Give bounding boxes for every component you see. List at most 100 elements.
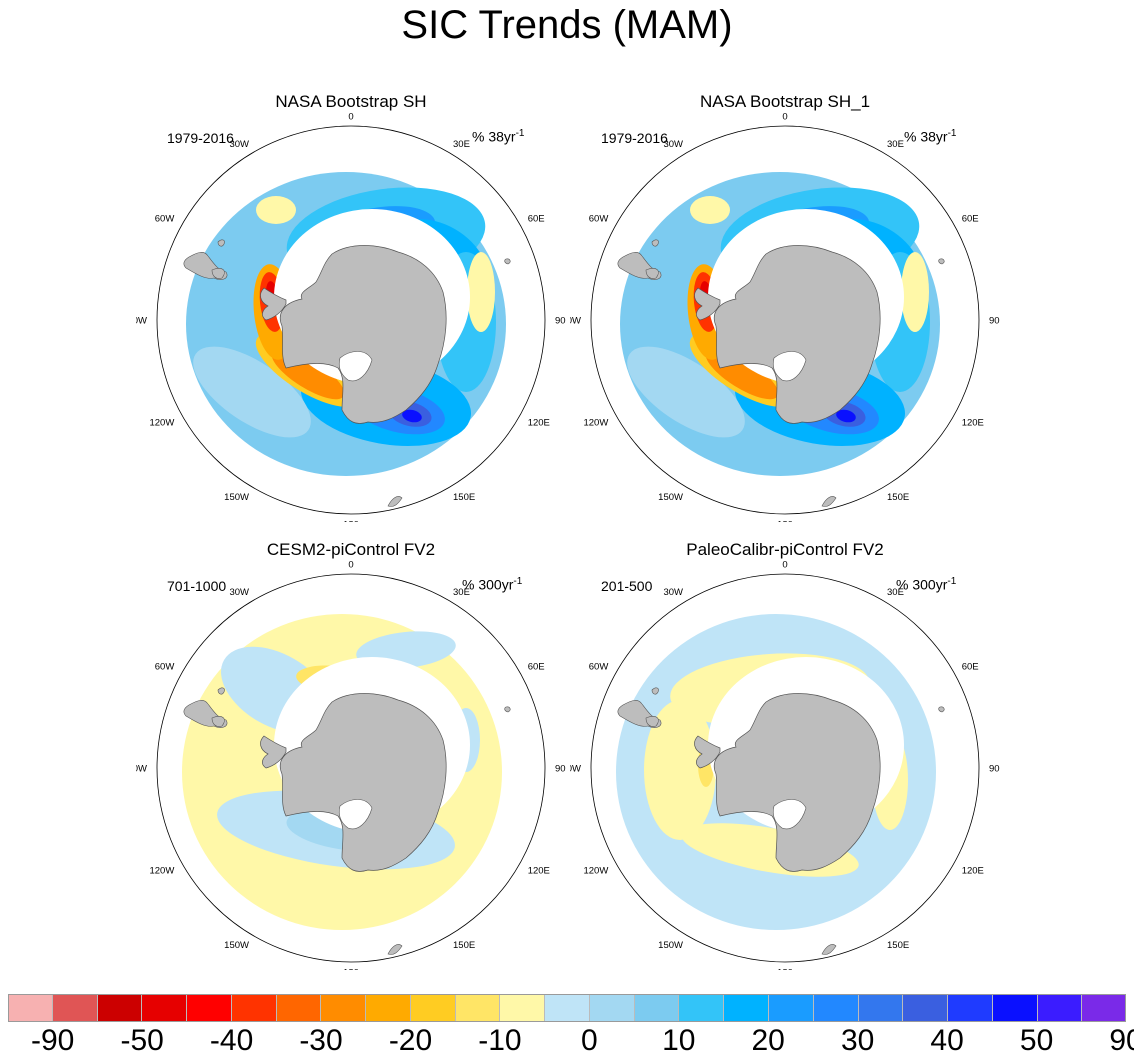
colorbar-swatch	[1082, 994, 1127, 1022]
colorbar-swatch	[1037, 994, 1083, 1022]
panel-units: % 300yr-1	[462, 576, 523, 593]
tierra-del-fuego-land	[211, 716, 225, 727]
colorbar-tick-label: 20	[751, 1024, 785, 1057]
colorbar-swatch	[948, 994, 993, 1022]
longitude-label: 60E	[962, 214, 979, 225]
colorbar-tick-label: -50	[120, 1024, 164, 1057]
ice-trend-weak-positive	[690, 196, 730, 224]
colorbar-swatch	[545, 994, 590, 1022]
new-zealand-land	[387, 496, 403, 507]
colorbar-tick-label: -40	[209, 1024, 254, 1057]
ice-trend-ross-peak	[402, 409, 422, 423]
colorbar-swatch	[769, 994, 814, 1022]
map-boundary-circle	[156, 125, 546, 515]
falkland-islands-land	[217, 239, 225, 247]
polar-map: 0 30E 60E 90E 120E 150E 180 150W 120W 90W 60W 30W	[570, 560, 1000, 971]
longitude-label: 0	[782, 112, 787, 123]
longitude-label: 150E	[453, 492, 475, 503]
colorbar-swatch	[321, 994, 367, 1022]
map-field	[616, 614, 945, 955]
ross-ice-shelf	[338, 799, 373, 830]
colorbar-swatch	[52, 994, 98, 1022]
colorbar-tick-label: 40	[930, 1024, 964, 1057]
longitude-label: 150E	[453, 940, 475, 951]
panel-title: CESM2-piControl FV2	[266, 540, 436, 559]
new-zealand-land	[387, 944, 403, 955]
ross-ice-shelf	[338, 351, 373, 382]
panel-title: PaleoCalibr-piControl FV2	[686, 540, 884, 559]
map-boundary-circle	[590, 573, 980, 963]
antarctic-peninsula-land	[260, 287, 287, 321]
colorbar-tick-label: -20	[388, 1024, 433, 1057]
longitude-label: 30W	[663, 587, 683, 598]
longitude-label: 0	[348, 560, 353, 571]
antarctica-land	[279, 693, 447, 872]
antarctica-land	[713, 693, 881, 872]
colorbar-swatch	[410, 994, 456, 1022]
ice-trend-weak-positive	[467, 252, 495, 332]
longitude-label: 60W	[155, 662, 175, 673]
ross-ice-shelf	[772, 799, 807, 830]
map-boundary-circle	[156, 573, 546, 963]
map-panel-cesm2-picontrol-fv2: CESM2-piControl FV2 701-1000 % 300yr-1 0…	[136, 540, 566, 970]
longitude-label: 120E	[962, 418, 984, 429]
polar-map: 0 30E 60E 90E 120E 150E 180 150W 120W 90W 60W 30W	[570, 112, 1000, 523]
longitude-label: 90W	[136, 316, 147, 327]
figure-title: SIC Trends (MAM)	[401, 3, 733, 47]
ice-trend-pacific-edge	[193, 346, 311, 438]
tierra-del-fuego-land	[645, 268, 659, 279]
colorbar-swatch	[724, 994, 770, 1022]
map-field	[182, 614, 511, 955]
colorbar-swatch	[8, 994, 53, 1022]
panel-units: % 38yr-1	[904, 128, 957, 145]
map-boundary-circle	[590, 125, 980, 515]
colorbar-swatch	[500, 994, 546, 1022]
colorbar-tick-label: 10	[662, 1024, 696, 1057]
longitude-label: 90E	[989, 316, 1000, 327]
longitude-label: 150W	[224, 492, 249, 503]
longitude-label: 120W	[583, 418, 608, 429]
colorbar-tick-label: -10	[478, 1024, 522, 1057]
longitude-label: 90W	[136, 764, 147, 775]
longitude-label: 30E	[887, 139, 904, 150]
colorbar-swatch	[276, 994, 322, 1022]
falkland-islands-land	[217, 687, 225, 695]
antarctic-peninsula-land	[694, 287, 721, 321]
longitude-label: 0	[782, 560, 787, 571]
panel-title: NASA Bootstrap SH	[275, 92, 427, 111]
longitude-label: 30E	[453, 139, 470, 150]
antarctic-peninsula-land	[694, 735, 721, 769]
polar-map: 0 30E 60E 90E 120E 150E 180 150W 120W 90W 60W 30W	[136, 112, 566, 523]
colorbar-swatch	[634, 994, 680, 1022]
map-panel-nasa-bootstrap-sh: NASA Bootstrap SH 1979-2016 % 38yr-1 0 30…	[136, 92, 566, 522]
longitude-label: 150W	[658, 940, 683, 951]
ice-trend-ross-peak	[836, 409, 856, 423]
panel-period: 701-1000	[167, 578, 227, 594]
longitude-label: 120W	[149, 418, 174, 429]
longitude-label: 30W	[229, 139, 249, 150]
falkland-islands-land	[651, 687, 659, 695]
colorbar	[8, 994, 1127, 1022]
colorbar-swatch	[97, 994, 143, 1022]
longitude-label: 150W	[224, 940, 249, 951]
antarctic-peninsula-land	[260, 735, 287, 769]
longitude-label: 180	[343, 520, 359, 523]
longitude-label: 180	[777, 968, 793, 971]
longitude-label: 120E	[528, 866, 550, 877]
longitude-label: 60W	[589, 214, 609, 225]
panel-period: 1979-2016	[167, 130, 234, 146]
colorbar-swatch	[187, 994, 232, 1022]
colorbar-tick-label: 0	[581, 1024, 598, 1057]
colorbar-tick-label: 30	[841, 1024, 875, 1057]
colorbar-swatch	[455, 994, 501, 1022]
tierra-del-fuego-land	[645, 716, 659, 727]
longitude-label: 60W	[589, 662, 609, 673]
kerguelen-land	[938, 706, 945, 713]
longitude-label: 90W	[570, 764, 581, 775]
longitude-label: 0	[348, 112, 353, 123]
ice-trend-positive-patch	[644, 700, 716, 840]
ice-trend-pacific-edge	[627, 346, 745, 438]
new-zealand-land	[821, 496, 837, 507]
antarctica-land	[279, 245, 447, 424]
longitude-label: 60E	[528, 214, 545, 225]
